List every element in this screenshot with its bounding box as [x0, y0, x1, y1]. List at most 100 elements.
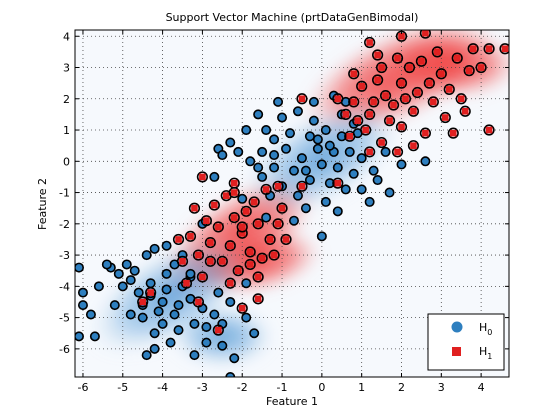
point-h1 [422, 30, 429, 37]
point-h0 [125, 275, 136, 286]
point-h0 [288, 215, 299, 226]
point-h1 [378, 139, 385, 146]
point-h0 [269, 134, 280, 145]
point-h0 [149, 243, 160, 254]
point-h1 [211, 201, 218, 209]
point-h0 [300, 203, 311, 214]
point-h0 [85, 309, 96, 320]
point-h1-ring [483, 43, 495, 55]
point-h1 [410, 107, 417, 115]
point-h1 [501, 45, 509, 53]
point-h1 [457, 95, 465, 103]
point-h0 [245, 156, 256, 167]
point-h0 [420, 156, 431, 167]
point-h1 [445, 86, 453, 93]
point-h1 [203, 217, 210, 224]
x-tick-label: -3 [197, 381, 208, 394]
point-h1 [374, 51, 381, 59]
point-h1 [469, 45, 477, 53]
point-h1-ring [252, 218, 264, 230]
point-h0 [241, 125, 252, 136]
point-h0 [169, 309, 180, 320]
point-h1 [262, 186, 270, 193]
point-h1-ring [236, 221, 248, 233]
point-h1-ring [379, 90, 392, 102]
legend-box [427, 313, 505, 371]
point-h0 [201, 337, 212, 348]
point-h1-ring [427, 96, 439, 108]
point-h0 [213, 287, 224, 298]
y-axis-label: Feature 2 [36, 178, 49, 230]
point-h0 [121, 259, 132, 270]
point-h1-ring [208, 199, 220, 211]
point-h1-ring [368, 96, 380, 108]
point-h1-ring [264, 233, 276, 246]
point-h1 [362, 126, 369, 134]
point-h0 [304, 175, 315, 186]
point-h1 [410, 142, 417, 149]
point-h0 [344, 146, 355, 157]
point-h0 [277, 112, 288, 123]
point-h0 [241, 312, 252, 323]
point-h1-ring [252, 271, 264, 283]
point-h0 [324, 140, 335, 151]
point-h1-ring [276, 202, 288, 214]
point-h1 [465, 67, 473, 74]
point-h1-ring [364, 108, 376, 121]
point-h0 [173, 325, 184, 336]
point-h1 [230, 214, 238, 221]
point-h1-ring [244, 246, 256, 258]
point-h1 [242, 208, 250, 215]
point-h0 [89, 331, 100, 342]
point-h0 [161, 284, 172, 295]
point-h0 [113, 268, 124, 279]
point-h1-ring [145, 286, 157, 299]
point-h1-ring [364, 146, 376, 158]
point-h1 [258, 254, 266, 262]
point-h0 [249, 328, 260, 339]
point-h1-ring [459, 105, 471, 117]
point-h0 [292, 190, 303, 201]
point-h1 [238, 229, 246, 237]
point-h0 [356, 153, 367, 164]
x-axis-ticks: -6 -5 -4 -3 -2 -1 0 1 2 3 4 [77, 30, 485, 394]
point-h1-ring [463, 65, 475, 77]
point-h0 [233, 146, 244, 157]
point-h1 [394, 148, 401, 156]
point-h1-ring [467, 43, 479, 55]
point-h1-ring [332, 177, 344, 189]
point-h1-ring [260, 183, 272, 196]
point-h0 [241, 278, 252, 289]
point-h1-ring [407, 105, 420, 117]
point-h0 [312, 143, 323, 154]
y-tick-label: 3 [63, 62, 70, 75]
y-tick-label: 4 [63, 30, 70, 43]
point-h1 [195, 298, 202, 306]
point-h0 [364, 196, 375, 207]
y-tick-label: -6 [59, 343, 70, 356]
plot-area [75, 30, 509, 377]
point-h1 [366, 148, 373, 156]
point-h1 [207, 258, 214, 265]
x-tick-label: -5 [117, 381, 128, 394]
point-h1 [449, 129, 457, 137]
point-h0 [292, 106, 303, 117]
point-h1-ring [176, 255, 189, 267]
point-h1-ring [232, 265, 244, 277]
point-h0 [384, 187, 395, 198]
point-h1 [354, 117, 361, 124]
point-h1-ring [188, 202, 201, 214]
point-h1-ring [256, 252, 268, 264]
point-h0 [149, 343, 160, 354]
point-h1-ring [344, 130, 356, 142]
point-h0 [157, 296, 168, 307]
point-h1-ring [475, 61, 487, 74]
point-h1 [441, 114, 449, 121]
point-h0 [129, 265, 140, 276]
point-h0 [269, 162, 280, 173]
x-tick-label: -1 [277, 381, 288, 394]
point-h1 [266, 236, 274, 243]
point-h1-ring [296, 93, 308, 105]
point-h1-ring [439, 111, 451, 124]
